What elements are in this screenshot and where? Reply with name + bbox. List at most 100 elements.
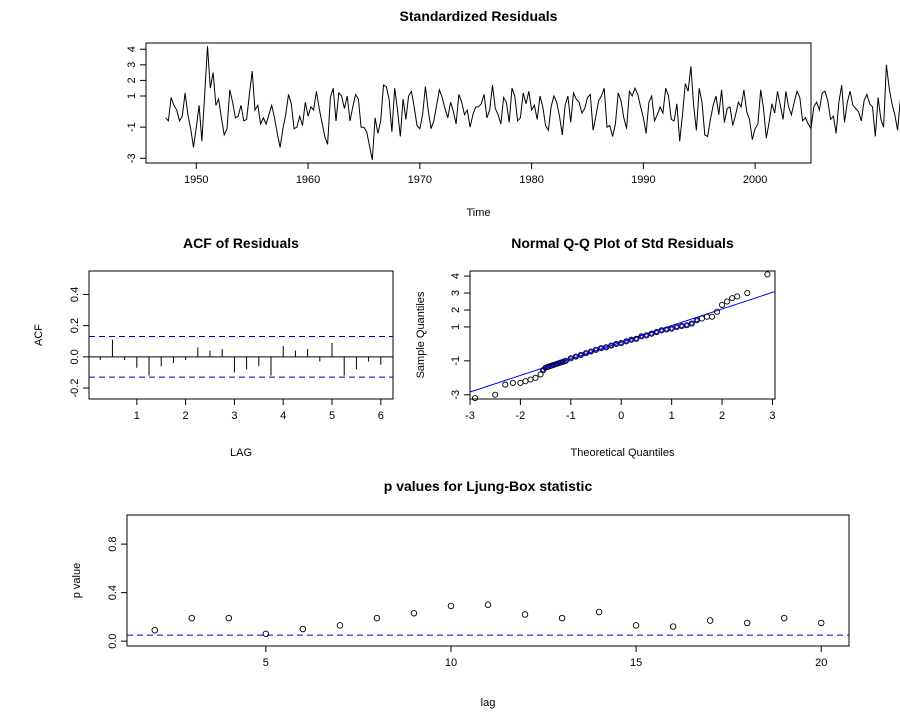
qq-point	[471, 395, 479, 402]
acf-x-tick-label: 3	[231, 410, 237, 422]
qq-y-tick-label: 2	[450, 307, 462, 313]
ljungbox-x-tick-label: 10	[445, 657, 457, 669]
qq-point-inner	[629, 337, 634, 342]
qq-x-label: Theoretical Quantiles	[571, 447, 675, 459]
acf-y-tick-label: 0.4	[69, 287, 81, 302]
qq-point	[713, 308, 721, 315]
qq-point-inner	[679, 324, 684, 329]
qq-point-inner	[588, 349, 593, 354]
ljungbox-point	[484, 601, 492, 609]
ljungbox-point	[558, 614, 566, 622]
qq-y-tick-label: -3	[450, 390, 462, 400]
qq-point-inner	[684, 323, 689, 328]
residuals-y-tick-label: 3	[126, 62, 138, 68]
qq-point-inner	[609, 343, 614, 348]
qq-point	[502, 381, 509, 388]
residuals-y-tick-label: -3	[126, 153, 138, 163]
residuals-x-tick-label: 2000	[743, 174, 767, 186]
ljungbox-x-label: lag	[481, 697, 496, 709]
ljungbox-point	[743, 619, 751, 627]
ljungbox-point	[817, 619, 825, 627]
ljungbox-x-tick-label: 20	[815, 657, 827, 669]
residuals-y-tick-label: 2	[126, 77, 138, 83]
ljungbox-point	[225, 614, 233, 622]
qq-point-inner	[594, 347, 599, 352]
qq-point-inner	[599, 346, 604, 351]
acf-y-label: ACF	[33, 324, 45, 346]
residuals-title: Standardized Residuals	[400, 8, 558, 24]
ljungbox-y-tick-label: 0.8	[107, 536, 119, 551]
qq-title: Normal Q-Q Plot of Std Residuals	[511, 235, 734, 251]
qq-point-inner	[654, 330, 659, 335]
ljungbox-plot-frame	[126, 514, 850, 647]
residuals-y-tick-label: 4	[126, 46, 138, 52]
qq-point	[527, 376, 534, 383]
acf-x-tick-label: 4	[280, 410, 286, 422]
qq-point	[688, 320, 695, 327]
ljungbox-point	[262, 630, 270, 638]
qq-point	[708, 313, 716, 320]
qq-point-inner	[604, 345, 609, 350]
ljungbox-point	[780, 614, 788, 622]
ljungbox-point	[706, 617, 714, 624]
qq-point	[633, 335, 640, 342]
qq-point-inner	[689, 321, 694, 326]
residuals-x-tick-label: 1960	[296, 174, 320, 186]
ljungbox-x-tick-label: 15	[630, 657, 642, 669]
qq-point	[729, 295, 736, 302]
acf-y-tick-label: 0.2	[69, 318, 81, 333]
qq-point-inner	[669, 326, 674, 331]
acf-x-tick-label: 1	[134, 410, 140, 422]
qq-point-inner	[568, 356, 573, 361]
qq-x-tick-label: 3	[769, 410, 775, 422]
qq-point-inner	[649, 331, 654, 336]
qq-x-tick-label: 1	[669, 410, 675, 422]
ljungbox-point	[336, 622, 344, 629]
ljungbox-point	[151, 626, 159, 634]
residuals-x-tick-label: 1950	[184, 174, 208, 186]
acf-x-label: LAG	[230, 447, 252, 459]
residuals-series-line	[165, 46, 900, 160]
qq-point	[744, 289, 751, 297]
qq-point	[492, 391, 499, 398]
qq-y-tick-label: 4	[450, 273, 462, 279]
qq-point-inner	[563, 358, 568, 363]
ljungbox-point	[521, 611, 529, 618]
qq-point-inner	[583, 351, 588, 356]
qq-point	[517, 379, 524, 386]
ljungbox-point	[299, 625, 307, 633]
residuals-y-tick-label: -1	[126, 122, 138, 132]
qq-point	[532, 374, 539, 381]
acf-x-tick-label: 6	[378, 410, 384, 422]
ljungbox-x-tick-label: 5	[263, 657, 269, 669]
qq-plot-frame	[469, 270, 776, 400]
acf-title: ACF of Residuals	[183, 235, 299, 251]
qq-point	[509, 379, 516, 386]
ljungbox-point	[595, 608, 603, 616]
qq-point	[522, 378, 529, 385]
residuals-x-label: Time	[466, 207, 490, 219]
ljungbox-y-label: p value	[71, 563, 83, 598]
residuals-x-tick-label: 1970	[408, 174, 432, 186]
ljungbox-point	[410, 610, 418, 617]
qq-point	[562, 357, 569, 364]
qq-point-inner	[578, 352, 583, 357]
acf-plot-frame	[88, 270, 394, 400]
qq-point-inner	[573, 354, 578, 359]
acf-y-tick-label: -0.2	[69, 379, 81, 398]
qq-point-inner	[634, 336, 639, 341]
qq-x-tick-label: 2	[719, 410, 725, 422]
qq-point	[698, 315, 705, 322]
residuals-y-tick-label: 1	[126, 93, 138, 99]
qq-point-inner	[644, 333, 649, 338]
ljungbox-point	[447, 602, 455, 610]
qq-x-tick-label: 0	[618, 410, 624, 422]
ljungbox-point	[669, 623, 677, 630]
qq-y-label: Sample Quantiles	[415, 291, 427, 378]
ljungbox-title: p values for Ljung-Box statistic	[384, 478, 593, 494]
qq-point-inner	[659, 328, 664, 333]
acf-y-tick-label: 0.0	[69, 349, 81, 364]
qq-y-tick-label: 3	[450, 290, 462, 296]
qq-point	[764, 271, 771, 278]
